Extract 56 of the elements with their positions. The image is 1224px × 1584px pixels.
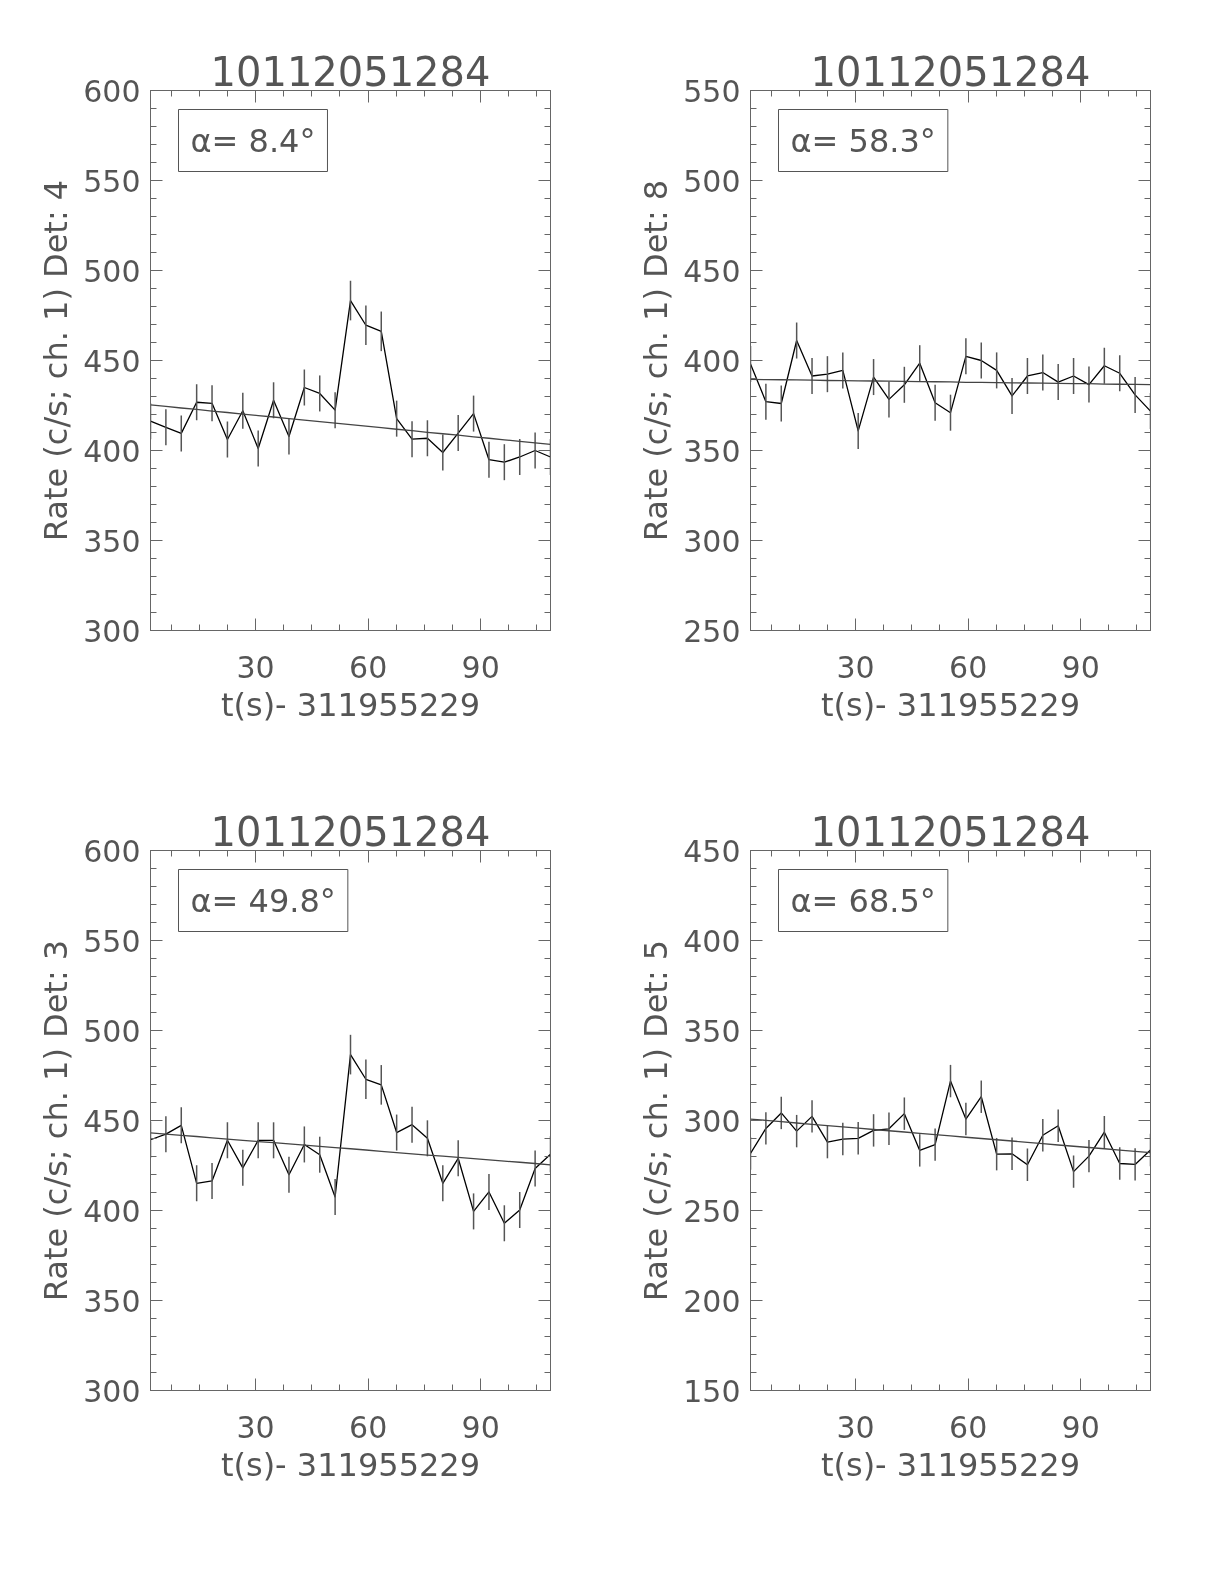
y-tick-label: 250 bbox=[683, 1193, 741, 1229]
x-axis-title: t(s)- 311955229 bbox=[820, 685, 1081, 724]
y-tick-label: 600 bbox=[83, 73, 141, 109]
chart-title: 10112051284 bbox=[210, 808, 491, 855]
y-tick-label: 500 bbox=[83, 253, 141, 289]
annotation: α= 8.4° bbox=[190, 121, 316, 160]
x-tick-label: 60 bbox=[949, 1409, 988, 1445]
y-tick-label: 350 bbox=[683, 433, 741, 469]
y-tick-label: 600 bbox=[83, 833, 141, 869]
y-axis-title: Rate (c/s; ch. 1) Det: 8 bbox=[637, 179, 676, 542]
y-tick-label: 450 bbox=[83, 1103, 141, 1139]
y-tick-label: 350 bbox=[683, 1013, 741, 1049]
y-tick-label: 150 bbox=[683, 1373, 741, 1409]
x-tick-label: 60 bbox=[949, 649, 988, 685]
x-tick-label: 90 bbox=[461, 1409, 500, 1445]
y-tick-label: 400 bbox=[83, 433, 141, 469]
x-tick-label: 90 bbox=[1061, 1409, 1100, 1445]
y-tick-label: 550 bbox=[83, 923, 141, 959]
y-tick-label: 300 bbox=[683, 1103, 741, 1139]
y-tick-label: 350 bbox=[83, 1283, 141, 1319]
chart-title: 10112051284 bbox=[210, 48, 491, 95]
y-tick-label: 300 bbox=[683, 523, 741, 559]
x-tick-label: 90 bbox=[1061, 649, 1100, 685]
x-tick-label: 90 bbox=[461, 649, 500, 685]
y-axis-title: Rate (c/s; ch. 1) Det: 4 bbox=[37, 179, 76, 542]
x-tick-label: 30 bbox=[236, 1409, 275, 1445]
x-axis-title: t(s)- 311955229 bbox=[220, 685, 481, 724]
y-tick-label: 300 bbox=[83, 613, 141, 649]
annotation: α= 49.8° bbox=[190, 881, 336, 920]
annotation: α= 58.3° bbox=[790, 121, 936, 160]
chart-title: 10112051284 bbox=[810, 48, 1091, 95]
x-tick-label: 60 bbox=[349, 1409, 388, 1445]
y-tick-label: 450 bbox=[683, 253, 741, 289]
y-tick-label: 550 bbox=[683, 73, 741, 109]
annotation: α= 68.5° bbox=[790, 881, 936, 920]
y-axis-title: Rate (c/s; ch. 1) Det: 5 bbox=[637, 939, 676, 1302]
y-tick-label: 500 bbox=[683, 163, 741, 199]
x-tick-label: 60 bbox=[349, 649, 388, 685]
y-axis-title: Rate (c/s; ch. 1) Det: 3 bbox=[37, 939, 76, 1302]
x-tick-label: 30 bbox=[236, 649, 275, 685]
chart-title: 10112051284 bbox=[810, 808, 1091, 855]
y-tick-label: 300 bbox=[83, 1373, 141, 1409]
x-tick-label: 30 bbox=[836, 649, 875, 685]
y-tick-label: 400 bbox=[683, 923, 741, 959]
y-tick-label: 550 bbox=[83, 163, 141, 199]
y-tick-label: 400 bbox=[683, 343, 741, 379]
y-tick-label: 500 bbox=[83, 1013, 141, 1049]
y-tick-label: 450 bbox=[683, 833, 741, 869]
y-tick-label: 250 bbox=[683, 613, 741, 649]
y-tick-label: 200 bbox=[683, 1283, 741, 1319]
x-axis-title: t(s)- 311955229 bbox=[820, 1445, 1081, 1484]
x-tick-label: 30 bbox=[836, 1409, 875, 1445]
x-axis-title: t(s)- 311955229 bbox=[220, 1445, 481, 1484]
y-tick-label: 350 bbox=[83, 523, 141, 559]
y-tick-label: 400 bbox=[83, 1193, 141, 1229]
y-tick-label: 450 bbox=[83, 343, 141, 379]
